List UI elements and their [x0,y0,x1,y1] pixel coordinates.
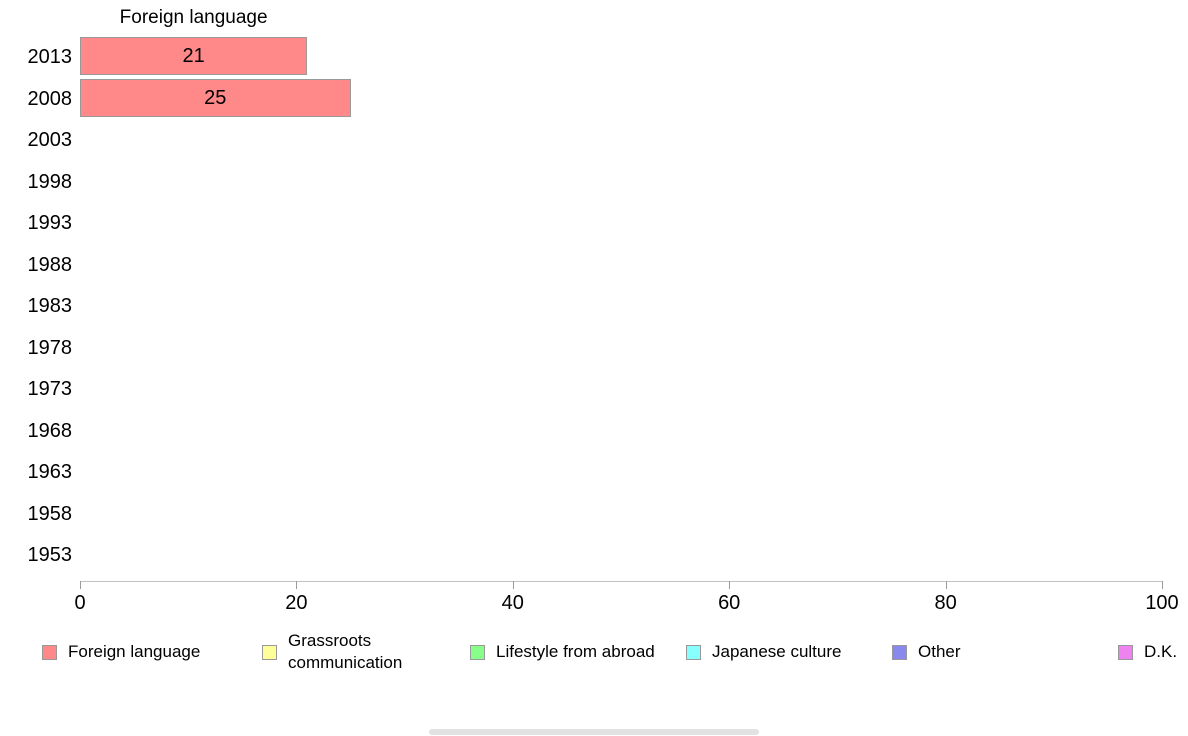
x-axis-tick-label: 0 [74,592,86,614]
x-axis-tick [1162,581,1163,589]
x-axis-tick-label: 40 [501,592,524,614]
x-axis-tick-label: 60 [718,592,741,614]
y-axis-label: 1973 [27,378,73,400]
legend-item[interactable]: Japanese culture [686,630,841,674]
bottom-scrollbar-thumb[interactable] [429,729,759,735]
legend-label: Lifestyle from abroad [496,641,655,661]
legend-item[interactable]: Grassroots communication [262,630,402,674]
y-axis-label: 1958 [27,502,73,525]
bar-value-label: 21 [182,45,205,67]
y-axis-label: 1988 [27,253,73,276]
legend-item[interactable]: Foreign language [42,630,200,674]
x-axis-tick [945,581,947,589]
y-axis-label: 1968 [27,419,73,442]
y-axis-label: 1983 [27,295,73,317]
y-axis-label: 1953 [27,544,73,566]
legend-label: Japanese culture [712,641,842,661]
y-axis-label: 1993 [27,212,73,234]
legend-swatch-icon [892,644,907,660]
y-axis-label: 1998 [27,170,73,193]
legend-item[interactable]: Lifestyle from abroad [470,630,655,674]
x-axis-tick [512,581,514,589]
y-axis-label: 1963 [27,461,73,483]
legend-item[interactable]: D.K. [1118,630,1177,674]
y-axis-label: 2008 [27,87,73,110]
bar-2013: 21 [80,37,308,75]
x-axis-line [80,581,1163,582]
legend-item[interactable]: Other [892,630,961,674]
y-axis-label: 2003 [27,129,73,151]
chart-title: Foreign language [119,7,268,28]
y-axis-label: 1978 [27,336,73,359]
legend-label: Other [918,641,961,661]
x-axis-tick-label: 80 [934,592,957,614]
legend-label: Foreign language [68,641,201,661]
bar-value-label: 25 [204,86,227,109]
legend-label: D.K. [1144,641,1178,661]
legend-swatch-icon [470,644,485,660]
legend-swatch-icon [262,644,277,660]
legend-swatch-icon [1118,644,1133,660]
bar-2008: 25 [80,78,351,117]
x-axis-tick [296,581,298,589]
x-axis-tick-label: 100 [1145,592,1179,614]
x-axis-tick-label: 20 [285,592,308,614]
y-axis-label: 2013 [27,46,73,68]
x-axis-tick [80,581,81,589]
x-axis-tick [729,581,731,589]
legend-swatch-icon [42,644,57,660]
legend-swatch-icon [686,644,701,660]
legend-label: Grassroots communication [288,630,403,672]
